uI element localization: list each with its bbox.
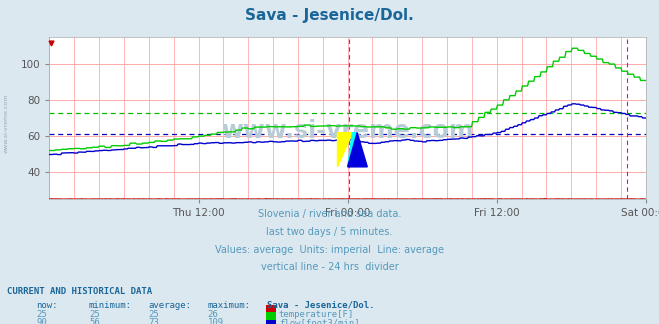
Text: Sava - Jesenice/Dol.: Sava - Jesenice/Dol. [245, 8, 414, 23]
Text: vertical line - 24 hrs  divider: vertical line - 24 hrs divider [260, 262, 399, 272]
Text: maximum:: maximum: [208, 301, 250, 310]
Text: flow[foot3/min]: flow[foot3/min] [279, 318, 359, 324]
Text: CURRENT AND HISTORICAL DATA: CURRENT AND HISTORICAL DATA [7, 287, 152, 296]
Polygon shape [337, 133, 353, 167]
Text: 56: 56 [89, 318, 100, 324]
Text: last two days / 5 minutes.: last two days / 5 minutes. [266, 227, 393, 237]
Polygon shape [348, 133, 357, 167]
Text: Slovenia / river and sea data.: Slovenia / river and sea data. [258, 209, 401, 219]
Text: www.si-vreme.com: www.si-vreme.com [221, 119, 474, 143]
Polygon shape [348, 133, 367, 167]
Text: 73: 73 [148, 318, 159, 324]
Text: 26: 26 [208, 310, 218, 319]
Text: Values: average  Units: imperial  Line: average: Values: average Units: imperial Line: av… [215, 245, 444, 255]
Text: 90: 90 [36, 318, 47, 324]
Text: minimum:: minimum: [89, 301, 132, 310]
Text: Sava - Jesenice/Dol.: Sava - Jesenice/Dol. [267, 301, 374, 310]
Text: www.si-vreme.com: www.si-vreme.com [4, 93, 9, 153]
Text: 25: 25 [36, 310, 47, 319]
Text: 109: 109 [208, 318, 223, 324]
Text: average:: average: [148, 301, 191, 310]
Text: now:: now: [36, 301, 58, 310]
Text: temperature[F]: temperature[F] [279, 310, 354, 319]
Text: 25: 25 [89, 310, 100, 319]
Text: 25: 25 [148, 310, 159, 319]
